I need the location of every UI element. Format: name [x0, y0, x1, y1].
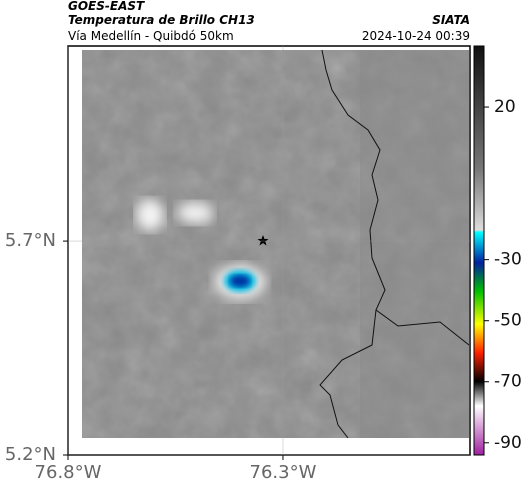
colorbar-tick-label: -30 — [494, 250, 522, 270]
subtitle: Temperatura de Brillo CH13 — [68, 13, 255, 27]
y-tick-label: 5.2°N — [5, 444, 56, 465]
x-tick-label: 76.3°W — [250, 462, 317, 483]
x-tick-label: 76.8°W — [35, 462, 102, 483]
colorbar-tick-label: 20 — [494, 97, 516, 117]
header: GOES-EAST Temperatura de Brillo CH13 Vía… — [68, 0, 470, 43]
station-marker — [257, 235, 269, 246]
colorbar-tick-label: -50 — [494, 311, 522, 331]
location: Vía Medellín - Quibdó 50km — [68, 29, 234, 43]
colorbar — [473, 45, 485, 456]
title: GOES-EAST — [68, 0, 145, 13]
colorbar-tick-label: -90 — [494, 433, 522, 453]
colorbar-tick-label: -70 — [494, 372, 522, 392]
satellite-image — [82, 50, 469, 438]
source: SIATA — [432, 13, 470, 27]
datetime: 2024-10-24 00:39 — [362, 29, 470, 43]
y-tick-label: 5.7°N — [5, 230, 56, 251]
